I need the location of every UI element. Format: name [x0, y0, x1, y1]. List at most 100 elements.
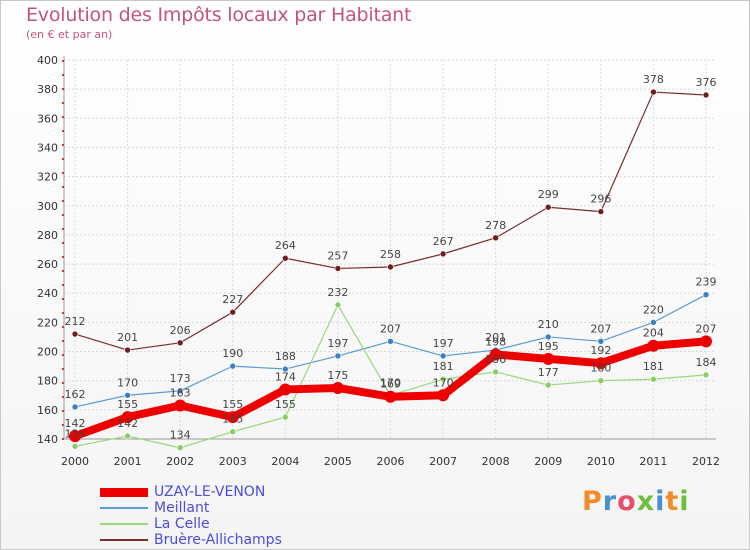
legend-swatch — [100, 539, 148, 541]
y-tick-label: 140 — [37, 433, 58, 446]
y-tick-label: 360 — [37, 112, 58, 125]
data-label: 378 — [643, 73, 664, 86]
data-point — [124, 432, 131, 440]
data-point — [544, 381, 552, 389]
axis-dot — [62, 312, 64, 314]
data-point — [542, 352, 555, 365]
data-label: 181 — [643, 360, 664, 373]
x-tick-label: 2005 — [324, 455, 352, 468]
data-label: 212 — [65, 315, 86, 328]
y-tick-label: 200 — [37, 346, 58, 359]
data-point — [334, 265, 342, 272]
data-label: 134 — [170, 429, 191, 442]
data-label: 188 — [275, 350, 296, 363]
data-point — [387, 263, 394, 271]
logo-letter: i — [679, 486, 690, 517]
data-label: 195 — [538, 340, 559, 353]
y-tick-label: 400 — [37, 54, 58, 67]
data-point — [597, 377, 605, 384]
axis-dot — [62, 256, 64, 258]
data-point — [492, 368, 499, 376]
data-point — [69, 430, 81, 443]
data-label: 177 — [538, 366, 559, 379]
data-point — [650, 319, 657, 326]
y-tick-label: 240 — [37, 287, 58, 300]
x-tick-label: 2000 — [61, 455, 89, 468]
data-label: 192 — [590, 344, 611, 357]
x-tick-label: 2009 — [534, 455, 562, 468]
data-point — [124, 346, 131, 354]
data-label: 210 — [538, 318, 559, 331]
data-point — [282, 365, 289, 373]
logo-letter: t — [665, 486, 680, 517]
x-tick-label: 2006 — [377, 455, 405, 468]
axis-dot — [62, 144, 64, 146]
data-label: 201 — [485, 331, 506, 344]
data-point — [544, 333, 552, 341]
data-label: 162 — [65, 388, 86, 401]
data-label: 170 — [433, 376, 454, 389]
data-point — [650, 375, 657, 383]
chart-title: Evolution des Impôts locaux par Habitant — [26, 4, 412, 26]
y-tick-label: 280 — [37, 229, 58, 242]
data-point — [71, 330, 79, 338]
data-point — [226, 411, 239, 424]
x-tick-label: 2010 — [587, 455, 615, 468]
legend-swatch — [100, 507, 148, 509]
logo-letter: r — [602, 486, 618, 517]
axis-dot — [62, 214, 64, 216]
data-label: 207 — [696, 322, 717, 335]
data-label: 174 — [275, 370, 296, 383]
axis-dot — [62, 228, 64, 230]
legend-label: UZAY-LE-VENON — [154, 484, 266, 500]
data-label: 198 — [485, 335, 506, 348]
x-tick-label: 2011 — [639, 455, 667, 468]
axis-dot — [62, 242, 64, 244]
data-point — [439, 375, 447, 383]
axis-dot — [62, 368, 64, 370]
x-tick-label: 2003 — [219, 455, 247, 468]
data-point — [121, 411, 134, 424]
data-label: 163 — [170, 386, 191, 399]
data-label: 278 — [485, 219, 506, 232]
y-tick-label: 320 — [37, 171, 58, 184]
axis-dot — [62, 326, 64, 328]
chart-subtitle: (en € et par an) — [26, 28, 113, 41]
data-point — [279, 383, 292, 396]
data-label: 155 — [275, 398, 296, 411]
data-point — [544, 203, 552, 211]
data-label: 206 — [170, 324, 191, 337]
data-label: 207 — [590, 322, 611, 335]
data-point — [176, 444, 184, 452]
data-label: 175 — [327, 369, 348, 382]
data-point — [594, 357, 607, 370]
y-tick-label: 380 — [37, 83, 58, 96]
data-label: 142 — [65, 417, 86, 430]
data-point — [700, 335, 712, 348]
data-point — [384, 390, 397, 403]
axis-dot — [62, 158, 64, 160]
data-point — [439, 352, 447, 360]
data-point — [492, 234, 499, 242]
axis-dot — [62, 340, 64, 342]
legend-swatch — [100, 487, 148, 497]
axis-dot — [62, 410, 64, 412]
x-tick-label: 2001 — [114, 455, 142, 468]
data-label: 135 — [65, 427, 86, 440]
y-tick-label: 260 — [37, 258, 58, 271]
data-point — [650, 88, 657, 96]
data-point — [387, 338, 394, 345]
data-point — [331, 381, 344, 394]
x-tick-label: 2002 — [166, 455, 194, 468]
data-point — [702, 371, 710, 379]
data-label: 184 — [696, 356, 717, 369]
data-label: 155 — [117, 398, 138, 411]
y-tick-label: 300 — [37, 200, 58, 213]
axis-dot — [62, 186, 64, 188]
data-label: 267 — [433, 235, 454, 248]
data-label: 207 — [380, 322, 401, 335]
logo-letter: o — [617, 486, 637, 517]
data-label: 220 — [643, 303, 664, 316]
axis-dot — [62, 298, 64, 300]
axis-dot — [62, 60, 64, 62]
